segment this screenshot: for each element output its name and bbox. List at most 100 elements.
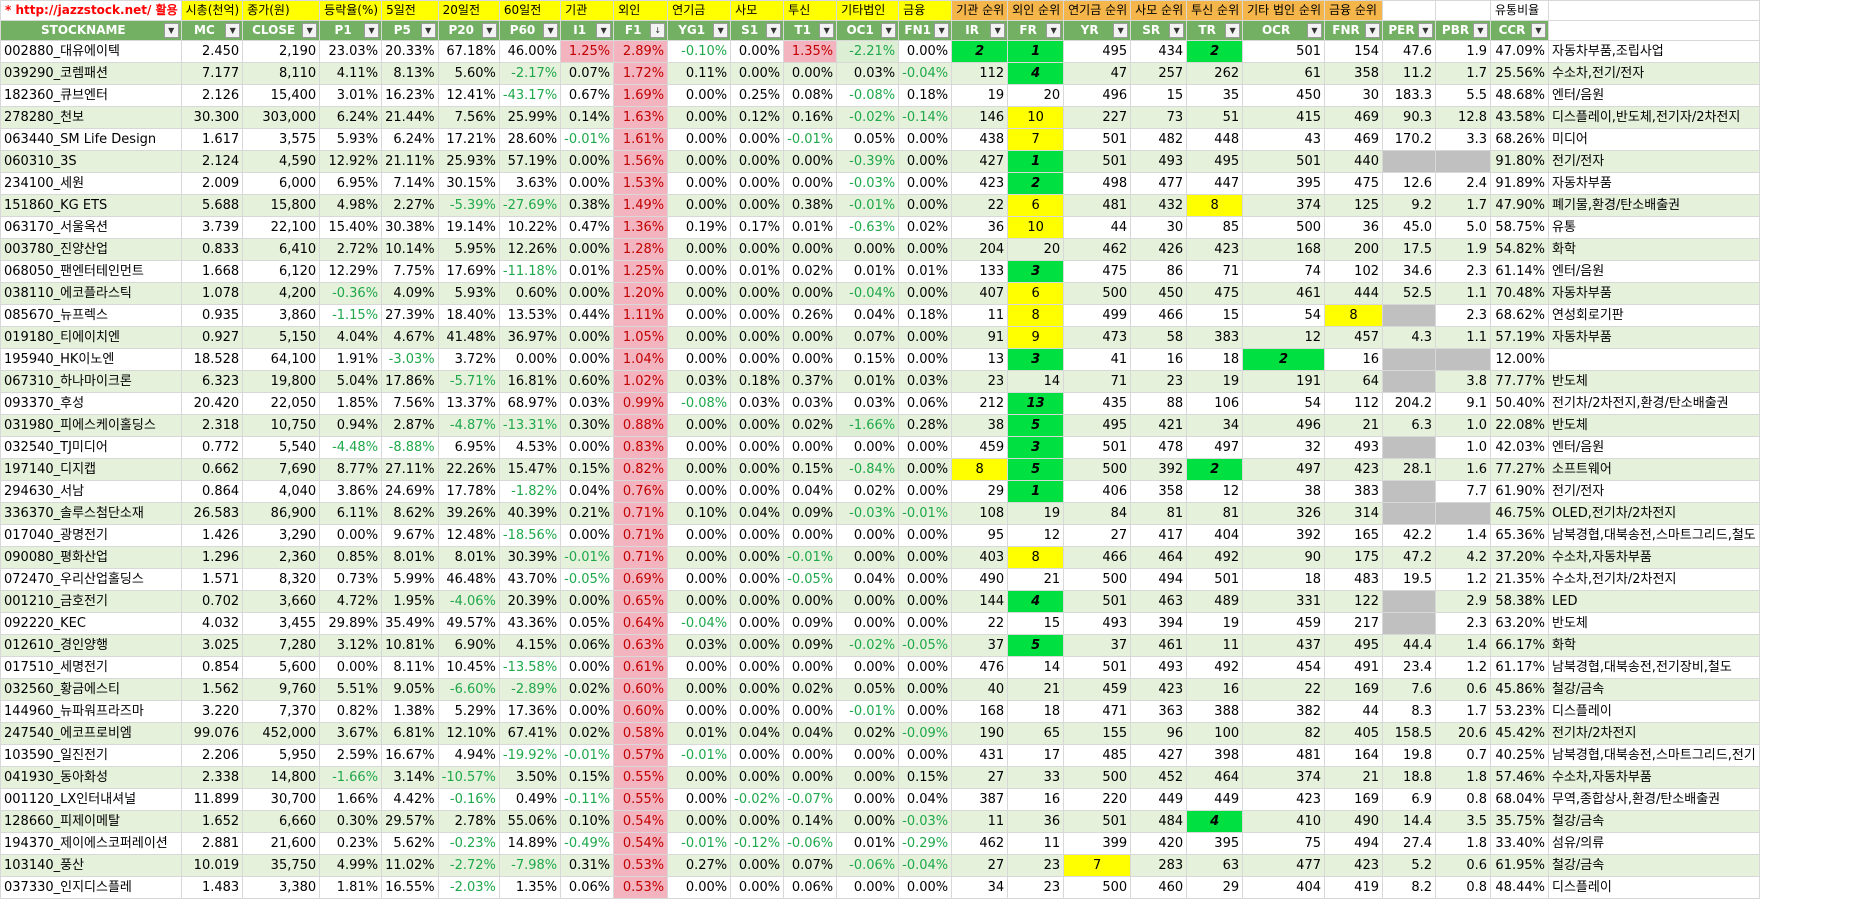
cell-t1[interactable]: 0.06% bbox=[783, 876, 838, 899]
cell-p1[interactable]: 1.85% bbox=[319, 392, 383, 415]
cell-i1[interactable]: 0.04% bbox=[560, 480, 615, 503]
cell-ir[interactable]: 11 bbox=[951, 304, 1009, 327]
cell-f1[interactable]: 0.64% bbox=[613, 612, 669, 635]
cell-p5[interactable]: 21.44% bbox=[381, 106, 439, 129]
cell-ocr[interactable]: 477 bbox=[1242, 854, 1325, 877]
cell-tr[interactable]: 34 bbox=[1186, 414, 1244, 437]
table-row[interactable]: 063170_서울옥션 3.739 22,100 15.40% 30.38% 19.14%… bbox=[0, 216, 1760, 239]
cell-pbr[interactable]: 1.8 bbox=[1435, 832, 1491, 855]
cell-close[interactable]: 7,280 bbox=[242, 634, 321, 657]
cell-close[interactable]: 10,750 bbox=[242, 414, 321, 437]
cell-yg1[interactable]: 0.00% bbox=[667, 194, 732, 217]
cell-per[interactable]: 12.6 bbox=[1382, 172, 1436, 195]
cell-tr[interactable]: 8 bbox=[1186, 194, 1244, 217]
cell-close[interactable]: 3,575 bbox=[242, 128, 321, 151]
cell-i1[interactable]: 0.00% bbox=[560, 238, 615, 261]
cell-f1[interactable]: 0.55% bbox=[613, 766, 669, 789]
cell-stockname[interactable]: 068050_팬엔터테인먼트 bbox=[0, 260, 182, 283]
cell-f1[interactable]: 0.53% bbox=[613, 876, 669, 899]
cell-p1[interactable]: 0.82% bbox=[319, 700, 383, 723]
cell-yr[interactable]: 493 bbox=[1063, 612, 1132, 635]
cell-fr[interactable]: 20 bbox=[1007, 238, 1065, 261]
cell-fn1[interactable]: 0.00% bbox=[898, 326, 953, 349]
cell-pbr[interactable]: 3.5 bbox=[1435, 810, 1491, 833]
cell-yr[interactable]: 37 bbox=[1063, 634, 1132, 657]
cell-yr[interactable]: 41 bbox=[1063, 348, 1132, 371]
cell-p5[interactable]: 6.81% bbox=[381, 722, 439, 745]
cell-ccr[interactable]: 46.75% bbox=[1490, 502, 1549, 525]
cell-pbr[interactable]: 1.2 bbox=[1435, 568, 1491, 591]
cell-per[interactable]: 6.9 bbox=[1382, 788, 1436, 811]
cell-yr[interactable]: 84 bbox=[1063, 502, 1132, 525]
cell-i1[interactable]: 0.00% bbox=[560, 656, 615, 679]
cell-pbr[interactable]: 7.7 bbox=[1435, 480, 1491, 503]
table-row[interactable]: 039290_코렘패션 7.177 8,110 4.11% 8.13% 5.60% -2.1… bbox=[0, 62, 1760, 85]
cell-per[interactable]: 19.5 bbox=[1382, 568, 1436, 591]
cell-s1[interactable]: 0.04% bbox=[730, 502, 785, 525]
cell-per[interactable] bbox=[1382, 502, 1436, 525]
cell-p5[interactable]: 2.87% bbox=[381, 414, 439, 437]
cell-sr[interactable]: 450 bbox=[1130, 282, 1188, 305]
cell-p1[interactable]: 0.73% bbox=[319, 568, 383, 591]
cell-yr[interactable]: 481 bbox=[1063, 194, 1132, 217]
cell-stockname[interactable]: 017040_광명전기 bbox=[0, 524, 182, 547]
cell-f1[interactable]: 0.60% bbox=[613, 700, 669, 723]
cell-p5[interactable]: 10.81% bbox=[381, 634, 439, 657]
cell-oc1[interactable]: -0.01% bbox=[836, 700, 900, 723]
cell-tr[interactable]: 501 bbox=[1186, 568, 1244, 591]
filter-dropdown-icon[interactable]: ▼ bbox=[163, 23, 179, 38]
cell-ccr[interactable]: 68.26% bbox=[1490, 128, 1549, 151]
cell-stockname[interactable]: 037330_인지디스플레 bbox=[0, 876, 182, 899]
cell-f1[interactable]: 1.36% bbox=[613, 216, 669, 239]
cell-fnr[interactable]: 112 bbox=[1324, 392, 1383, 415]
cell-stockname[interactable]: 182360_큐브엔터 bbox=[0, 84, 182, 107]
cell-p20[interactable]: 5.60% bbox=[437, 62, 500, 85]
cell-ir[interactable]: 29 bbox=[951, 480, 1009, 503]
cell-stockname[interactable]: 234100_세원 bbox=[0, 172, 182, 195]
cell-f1[interactable]: 0.58% bbox=[613, 722, 669, 745]
cell-p1[interactable]: 0.23% bbox=[319, 832, 383, 855]
cell-sector[interactable]: 남북경협,대북송전,스마트그리드,전기 bbox=[1548, 744, 1760, 767]
cell-ocr[interactable]: 90 bbox=[1242, 546, 1325, 569]
cell-p20[interactable]: 25.93% bbox=[437, 150, 500, 173]
cell-fr[interactable]: 23 bbox=[1007, 876, 1065, 899]
cell-f1[interactable]: 1.02% bbox=[613, 370, 669, 393]
cell-sr[interactable]: 484 bbox=[1130, 810, 1188, 833]
cell-mc[interactable]: 30.300 bbox=[180, 106, 244, 129]
cell-stockname[interactable]: 278280_천보 bbox=[0, 106, 182, 129]
cell-yr[interactable]: 501 bbox=[1063, 128, 1132, 151]
cell-stockname[interactable]: 017510_세명전기 bbox=[0, 656, 182, 679]
cell-f1[interactable]: 0.88% bbox=[613, 414, 669, 437]
cell-s1[interactable]: 0.00% bbox=[730, 678, 785, 701]
cell-t1[interactable]: 0.26% bbox=[783, 304, 838, 327]
cell-i1[interactable]: 0.14% bbox=[560, 106, 615, 129]
cell-s1[interactable]: 0.00% bbox=[730, 568, 785, 591]
cell-fnr[interactable]: 169 bbox=[1324, 788, 1383, 811]
table-row[interactable]: 031980_피에스케이홀딩스 2.318 10,750 0.94% 2.87% -4.8… bbox=[0, 414, 1760, 437]
cell-ir[interactable]: 146 bbox=[951, 106, 1009, 129]
cell-mc[interactable]: 1.296 bbox=[180, 546, 244, 569]
cell-yg1[interactable]: 0.00% bbox=[667, 150, 732, 173]
cell-ir[interactable]: 462 bbox=[951, 832, 1009, 855]
cell-stockname[interactable]: 103140_풍산 bbox=[0, 854, 182, 877]
cell-fnr[interactable]: 423 bbox=[1324, 458, 1383, 481]
cell-per[interactable]: 47.2 bbox=[1382, 546, 1436, 569]
cell-stockname[interactable]: 019180_티에이치엔 bbox=[0, 326, 182, 349]
cell-oc1[interactable]: 0.00% bbox=[836, 788, 900, 811]
cell-ir[interactable]: 204 bbox=[951, 238, 1009, 261]
cell-p60[interactable]: 3.50% bbox=[498, 766, 562, 789]
cell-f1[interactable]: 0.71% bbox=[613, 502, 669, 525]
cell-p5[interactable]: -3.03% bbox=[381, 348, 439, 371]
cell-mc[interactable]: 1.617 bbox=[180, 128, 244, 151]
cell-fn1[interactable]: 0.15% bbox=[898, 766, 953, 789]
cell-f1[interactable]: 0.54% bbox=[613, 810, 669, 833]
filter-dropdown-icon[interactable]: ▼ bbox=[713, 23, 729, 38]
cell-oc1[interactable]: -0.06% bbox=[836, 854, 900, 877]
cell-yg1[interactable]: 0.00% bbox=[667, 524, 732, 547]
cell-close[interactable]: 15,800 bbox=[242, 194, 321, 217]
cell-mc[interactable]: 1.571 bbox=[180, 568, 244, 591]
cell-close[interactable]: 4,200 bbox=[242, 282, 321, 305]
column-header-oc1[interactable]: OC1 ▼ bbox=[836, 20, 900, 41]
cell-yg1[interactable]: 0.00% bbox=[667, 480, 732, 503]
cell-p5[interactable]: 5.62% bbox=[381, 832, 439, 855]
